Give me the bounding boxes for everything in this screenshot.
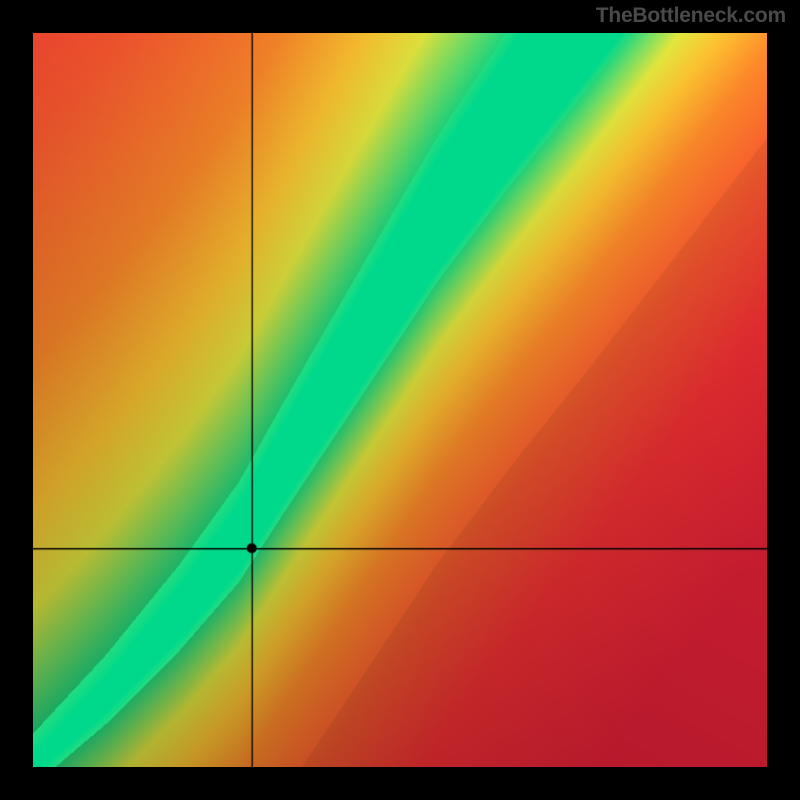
bottleneck-heatmap xyxy=(33,33,767,767)
watermark-text: TheBottleneck.com xyxy=(596,4,786,28)
chart-container: TheBottleneck.com xyxy=(0,0,800,800)
